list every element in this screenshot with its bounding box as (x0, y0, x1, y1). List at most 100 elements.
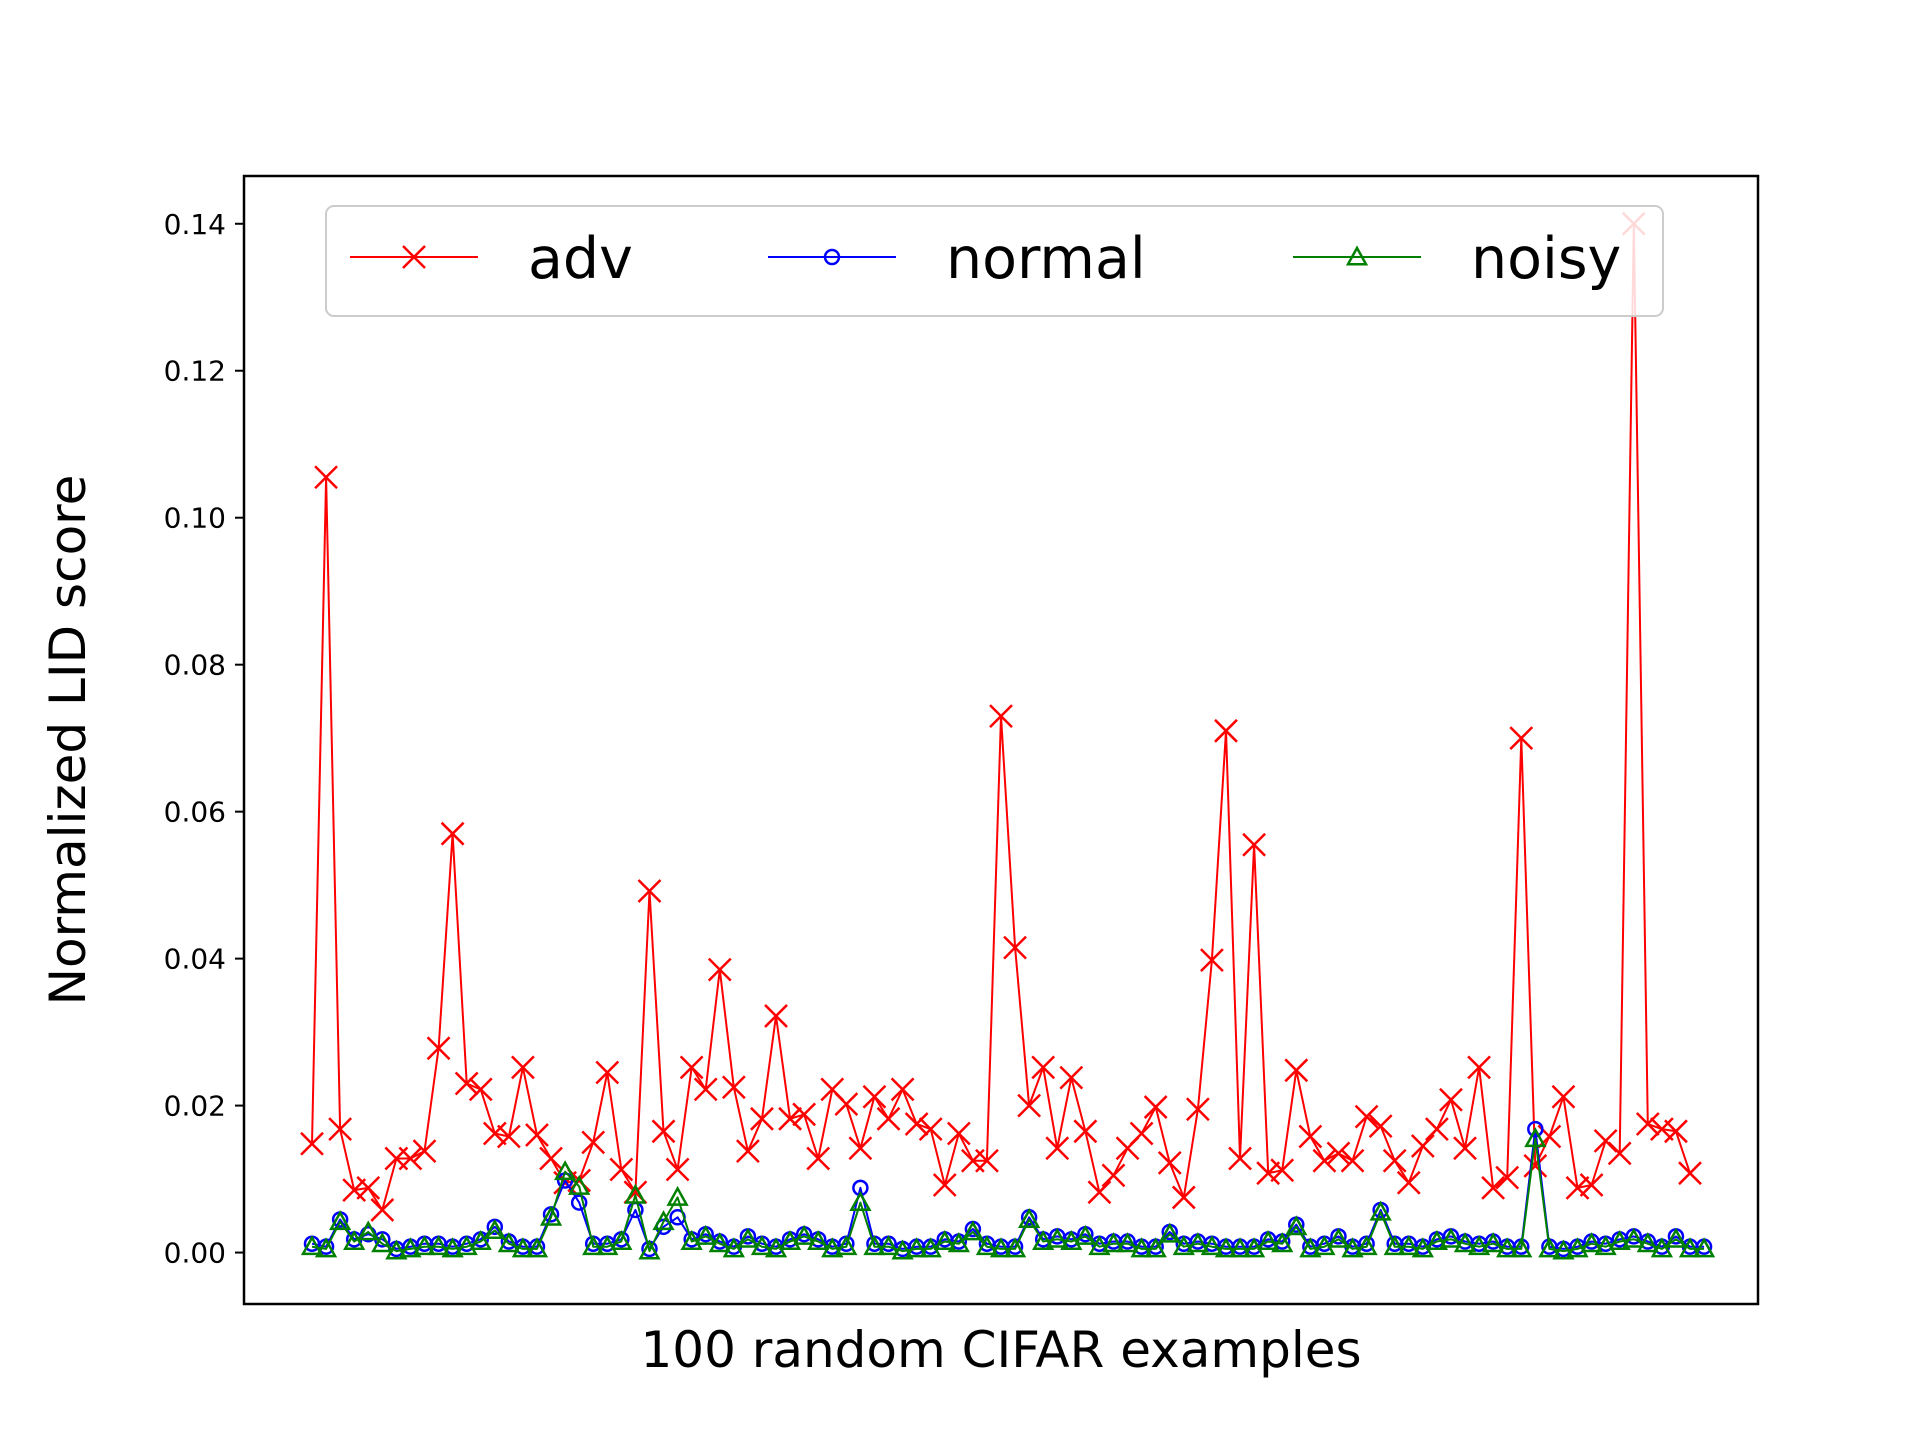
data-point-noisy (1088, 1235, 1111, 1256)
data-point-noisy (1257, 1229, 1280, 1250)
data-point-adv (764, 1004, 788, 1028)
data-point-noisy (1510, 1237, 1533, 1258)
data-point-adv (314, 465, 338, 490)
data-point-noisy (1299, 1237, 1322, 1258)
data-point-noisy (497, 1232, 520, 1253)
data-point-noisy (427, 1235, 450, 1256)
data-point-adv (1664, 1119, 1688, 1144)
data-point-noisy (413, 1235, 436, 1256)
data-point-adv (468, 1077, 493, 1102)
data-point-noisy (835, 1235, 858, 1256)
data-point-adv (904, 1112, 929, 1136)
data-point-adv (539, 1146, 563, 1171)
data-point-noisy (483, 1218, 506, 1239)
data-point-noisy (750, 1235, 774, 1256)
data-point-adv (525, 1123, 549, 1147)
data-point-noisy (638, 1239, 661, 1260)
data-point-noisy (989, 1237, 1013, 1258)
data-point-noisy (525, 1237, 549, 1258)
data-point-adv (1256, 1161, 1281, 1186)
data-point-noisy (708, 1232, 731, 1253)
data-point-adv (989, 704, 1013, 729)
data-point-noisy (1172, 1235, 1195, 1256)
data-point-noisy (1003, 1237, 1027, 1258)
data-point-noisy (469, 1229, 492, 1250)
data-point-noisy (1524, 1127, 1547, 1148)
data-point-noisy (1650, 1237, 1674, 1258)
y-axis-title: Normalized LID score (39, 475, 97, 1006)
data-point-noisy (1285, 1215, 1308, 1236)
data-point-noisy (1341, 1237, 1364, 1258)
data-point-noisy (1538, 1237, 1561, 1258)
data-point-adv (1565, 1176, 1590, 1200)
legend-label-noisy: noisy (1471, 226, 1621, 292)
data-point-adv (1509, 726, 1534, 751)
legend-label-normal: normal (946, 226, 1146, 292)
data-point-noisy (1482, 1232, 1505, 1253)
y-tick-label: 0.10 (164, 502, 226, 535)
data-point-adv (1326, 1141, 1351, 1166)
data-point-adv (1298, 1124, 1323, 1149)
data-point-adv (370, 1198, 395, 1222)
data-point-noisy (300, 1235, 324, 1256)
legend-entry-normal: normal (768, 226, 1146, 292)
data-point-noisy (455, 1235, 478, 1256)
y-tick-label: 0.00 (164, 1237, 226, 1270)
data-point-adv (1073, 1119, 1098, 1144)
data-point-noisy (1397, 1235, 1420, 1256)
data-point-adv (1185, 1097, 1210, 1122)
data-point-adv (1087, 1180, 1112, 1205)
x-axis-title: 100 random CIFAR examples (640, 1321, 1361, 1379)
data-point-adv (876, 1106, 901, 1131)
data-point-adv (1340, 1148, 1365, 1173)
data-point-adv (1312, 1148, 1337, 1173)
data-point-noisy (793, 1224, 816, 1245)
data-point-adv (1242, 832, 1266, 857)
data-point-noisy (1228, 1237, 1252, 1258)
data-point-adv (1017, 1093, 1042, 1118)
data-point-noisy (596, 1235, 619, 1256)
legend-marker-normal (823, 248, 841, 266)
data-point-adv (1031, 1055, 1056, 1080)
data-point-noisy (1074, 1224, 1097, 1245)
data-point-noisy (1144, 1237, 1167, 1258)
data-point-noisy (1664, 1227, 1688, 1248)
data-point-adv (300, 1131, 324, 1156)
data-point-noisy (343, 1229, 366, 1250)
data-point-adv (1270, 1158, 1295, 1183)
data-point-adv (637, 879, 662, 903)
plot-layer (300, 211, 1716, 1260)
data-point-noisy (1383, 1235, 1406, 1256)
data-point-adv (1551, 1084, 1576, 1109)
data-point-adv (1200, 948, 1224, 972)
data-point-noisy (610, 1229, 633, 1250)
data-point-adv (1635, 1112, 1660, 1136)
data-point-noisy (539, 1205, 563, 1226)
data-point-adv (454, 1071, 479, 1096)
data-point-noisy (1214, 1237, 1238, 1258)
data-point-noisy (1060, 1229, 1083, 1250)
data-point-noisy (371, 1232, 394, 1253)
data-point-noisy (694, 1224, 717, 1245)
y-tick-label: 0.02 (164, 1090, 226, 1123)
data-point-adv (1228, 1146, 1252, 1171)
data-point-noisy (582, 1235, 605, 1256)
data-point-adv (1059, 1065, 1084, 1090)
data-point-adv (1495, 1165, 1520, 1190)
data-point-noisy (357, 1220, 380, 1241)
data-point-adv (440, 821, 465, 846)
data-point-adv (1003, 935, 1027, 960)
data-point-noisy (1186, 1232, 1209, 1253)
data-point-adv (1439, 1087, 1463, 1112)
data-point-noisy (1130, 1237, 1153, 1258)
legend-entry-noisy: noisy (1293, 226, 1621, 292)
data-point-noisy (736, 1227, 760, 1248)
data-point-noisy (1453, 1232, 1477, 1253)
legend-entry-adv: adv (350, 226, 633, 292)
data-point-noisy (891, 1239, 914, 1260)
data-point-noisy (961, 1220, 985, 1241)
data-point-noisy (1566, 1237, 1589, 1258)
plot-area-frame (242, 174, 1760, 1306)
data-point-noisy (553, 1160, 577, 1181)
